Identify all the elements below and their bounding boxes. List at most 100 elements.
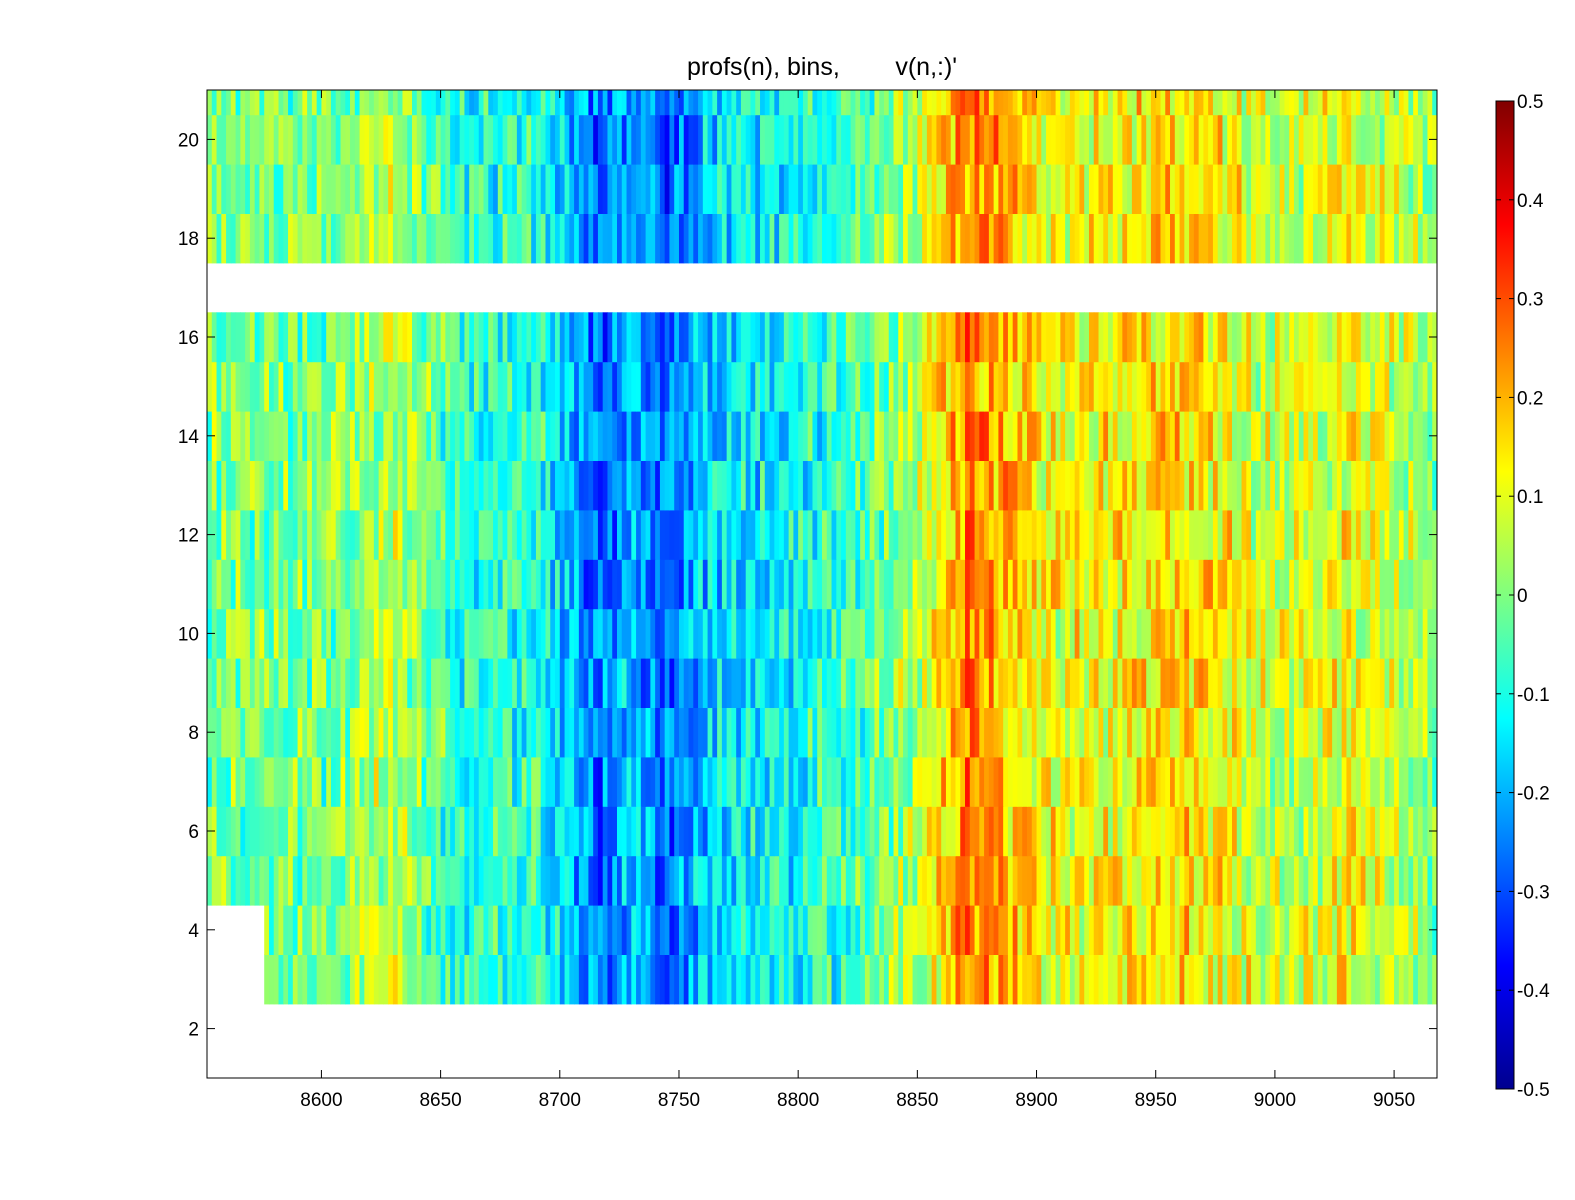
heatmap-cell	[631, 658, 637, 708]
heatmap-cell	[1232, 855, 1238, 906]
heatmap-cell	[397, 411, 404, 461]
heatmap-cell	[793, 806, 799, 857]
heatmap-cell	[1141, 658, 1147, 708]
heatmap-cell	[612, 707, 618, 758]
heatmap-cell	[1017, 756, 1023, 807]
x-tick-label: 8700	[539, 1090, 581, 1111]
heatmap-cell	[226, 509, 232, 560]
heatmap-cell	[650, 707, 656, 758]
heatmap-cell	[521, 559, 528, 610]
heatmap-cell	[1065, 114, 1071, 165]
heatmap-cell	[1212, 756, 1219, 807]
heatmap-cell	[1027, 806, 1033, 857]
heatmap-cell	[855, 658, 861, 708]
heatmap-cell	[750, 312, 756, 363]
heatmap-cell	[273, 312, 280, 363]
heatmap-cell	[645, 460, 651, 511]
heatmap-cell	[602, 608, 609, 659]
heatmap-cell	[602, 312, 609, 363]
heatmap-cell	[726, 905, 733, 955]
heatmap-cell	[1408, 756, 1414, 807]
heatmap-cell	[364, 509, 370, 560]
heatmap-cell	[507, 90, 513, 116]
heatmap-cell	[330, 756, 337, 807]
heatmap-cell	[416, 658, 423, 708]
heatmap-cell	[583, 658, 589, 708]
heatmap-cell	[1170, 707, 1176, 758]
heatmap-cell	[1232, 312, 1238, 363]
heatmap-cell	[359, 855, 365, 906]
heatmap-cell	[1165, 509, 1171, 560]
heatmap-cell	[774, 164, 780, 214]
heatmap-cell	[1012, 164, 1019, 214]
heatmap-cell	[664, 114, 671, 165]
heatmap-cell	[1084, 114, 1090, 165]
heatmap-cell	[721, 756, 728, 807]
heatmap-cell	[440, 361, 446, 412]
heatmap-cell	[874, 312, 880, 363]
heatmap-cell	[1403, 114, 1409, 165]
heatmap-cell	[698, 164, 704, 214]
heatmap-cell	[969, 806, 976, 857]
heatmap-cell	[1046, 954, 1052, 1005]
heatmap-cell	[1432, 559, 1437, 610]
colorbar-tick-label: 0.3	[1517, 290, 1543, 311]
heatmap-cell	[745, 559, 752, 610]
heatmap-cell	[965, 855, 971, 906]
heatmap-cell	[507, 411, 513, 461]
heatmap-cell	[736, 658, 742, 708]
heatmap-cell	[588, 954, 594, 1005]
heatmap-cell	[597, 90, 604, 116]
heatmap-cell	[388, 559, 394, 610]
heatmap-cell	[383, 707, 389, 758]
heatmap-cell	[1198, 164, 1204, 214]
heatmap-cell	[626, 114, 632, 165]
heatmap-cell	[1293, 460, 1300, 511]
heatmap-cell	[1160, 905, 1166, 955]
heatmap-cell	[864, 213, 871, 264]
heatmap-cell	[564, 658, 570, 708]
heatmap-cell	[1150, 114, 1157, 165]
heatmap-cell	[750, 756, 756, 807]
heatmap-cell	[1336, 707, 1343, 758]
heatmap-cell	[1265, 855, 1271, 906]
heatmap-cell	[969, 460, 976, 511]
heatmap-cell	[1131, 411, 1138, 461]
heatmap-cell	[526, 361, 532, 412]
heatmap-cell	[869, 114, 876, 165]
heatmap-cell	[855, 905, 861, 955]
heatmap-cell	[879, 954, 885, 1005]
heatmap-cell	[483, 164, 489, 214]
heatmap-cell	[221, 608, 227, 659]
heatmap-cell	[717, 905, 723, 955]
heatmap-cell	[473, 707, 480, 758]
heatmap-cell	[1303, 806, 1309, 857]
heatmap-cell	[559, 90, 566, 116]
heatmap-cell	[640, 954, 647, 1005]
heatmap-cell	[1160, 509, 1166, 560]
heatmap-cell	[769, 361, 775, 412]
heatmap-cell	[993, 806, 999, 857]
heatmap-cell	[350, 905, 356, 955]
heatmap-cell	[712, 658, 718, 708]
heatmap-cell	[307, 905, 313, 955]
heatmap-cell	[226, 559, 232, 610]
heatmap-cell	[931, 164, 938, 214]
heatmap-cell	[726, 756, 733, 807]
heatmap-cell	[450, 90, 456, 116]
heatmap-cell	[874, 213, 880, 264]
heatmap-cell	[507, 905, 513, 955]
heatmap-cell	[802, 707, 809, 758]
heatmap-cell	[1241, 312, 1247, 363]
heatmap-cell	[674, 164, 680, 214]
heatmap-cell	[645, 213, 651, 264]
heatmap-cell	[836, 411, 842, 461]
heatmap-cell	[1112, 658, 1119, 708]
heatmap-cell	[469, 756, 475, 807]
heatmap-cell	[1007, 411, 1014, 461]
heatmap-cell	[1155, 213, 1162, 264]
heatmap-cell	[1022, 954, 1028, 1005]
heatmap-cell	[326, 312, 332, 363]
heatmap-cell	[1150, 559, 1157, 610]
heatmap-cell	[1065, 855, 1071, 906]
